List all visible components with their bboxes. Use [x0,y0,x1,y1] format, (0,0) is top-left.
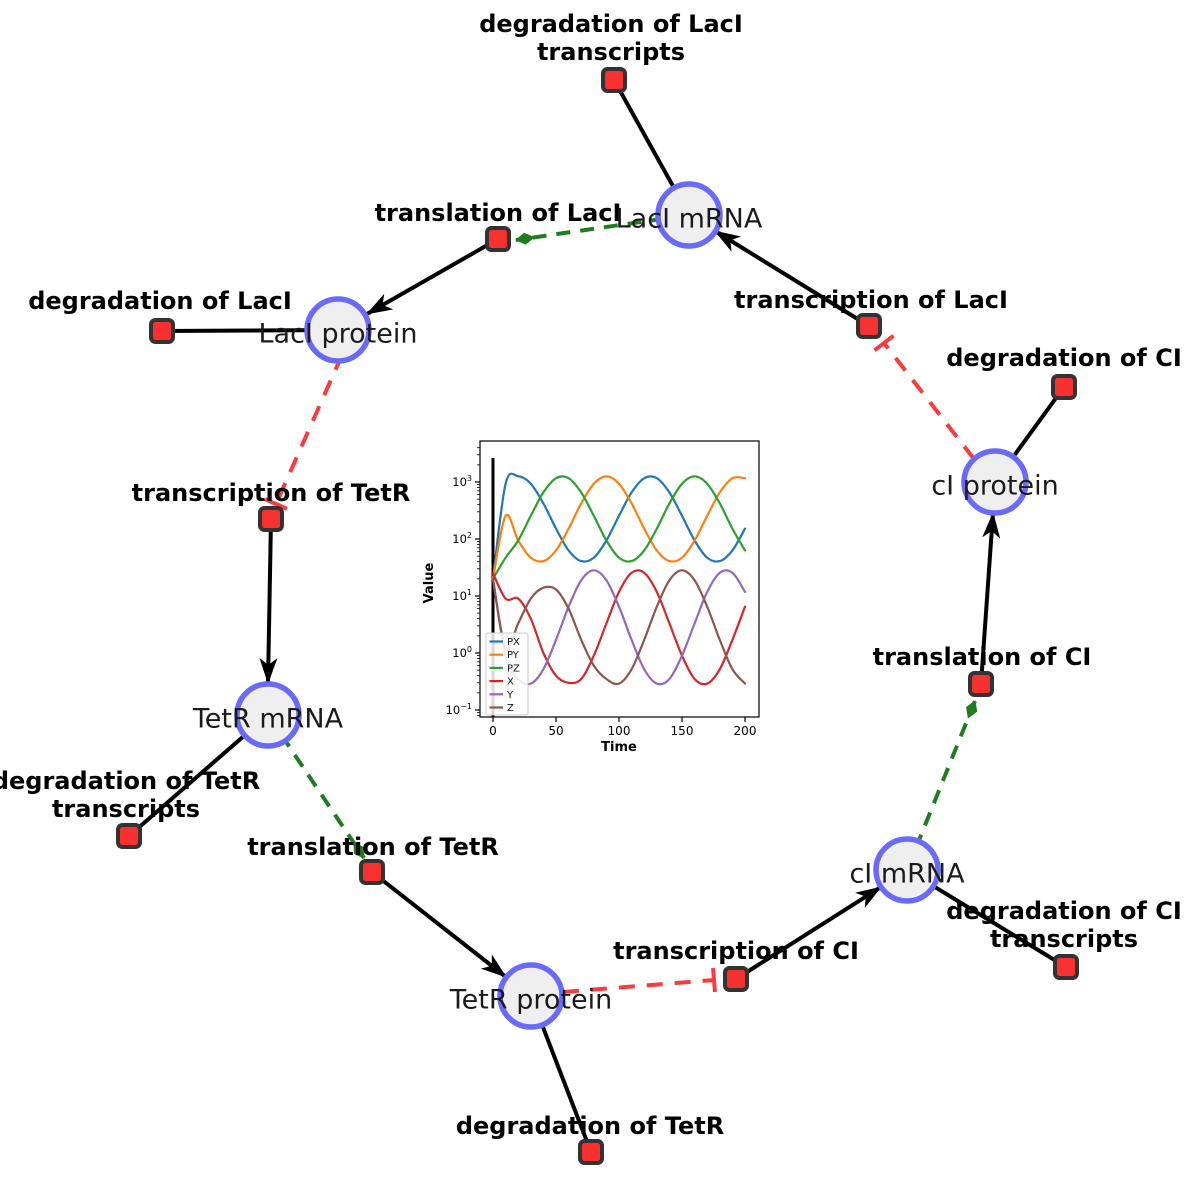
species-label-tetr-protein: TetR protein [449,985,612,1016]
legend-label-PY: PY [507,650,520,661]
species-label-tetr-mrna: TetR mRNA [192,704,344,735]
reaction-label-transcription-tetr: transcription of TetR [132,479,411,507]
reaction-label-translation-ci: translation of CI [873,643,1092,671]
reaction-node-translation-laci [485,226,511,252]
species-label-laci-mrna: LacI mRNA [616,204,763,235]
reaction-node-transcription-ci [723,966,749,992]
reaction-label-degradation-tetr: degradation of TetR [456,1112,724,1140]
reaction-label-translation-laci: translation of LacI [375,199,622,227]
species-label-ci-protein: cI protein [931,471,1058,502]
chart-series-PX [491,472,747,580]
reaction-label-translation-tetr: translation of TetR [247,833,499,861]
edge-translation-ci-to-protein [979,512,1001,685]
reaction-node-translation-tetr [359,859,385,885]
legend-label-Y: Y [506,690,514,701]
chart-x-tick-label: 100 [608,724,631,738]
chart-series-PZ [491,475,747,580]
legend-label-X: X [507,677,514,688]
species-node-tetr-protein [497,962,565,1030]
edge-ci-protein-inhibits-transcription-laci [873,334,976,461]
species-label-ci-mrna: cI mRNA [849,859,965,890]
chart-series-X [491,569,747,686]
species-node-laci-mrna [655,181,723,249]
reaction-node-translation-ci [968,671,994,697]
chart-x-tick-label: 0 [489,724,497,738]
labels-layer: degradation of LacI transcripts translatio… [0,10,1182,1140]
chart-x-tick-label: 50 [548,724,563,738]
reaction-node-degradation-ci-transcripts [1053,954,1079,980]
reaction-node-transcription-tetr [258,506,284,532]
edge-tetr-protein-inhibits-transcription-ci [562,967,717,994]
reaction-node-degradation-laci-transcripts [601,67,627,93]
species-label-laci-protein: LacI protein [259,319,418,350]
chart-xlabel: Time [601,740,637,755]
edge-translation-laci-to-protein [366,237,499,316]
reaction-label-degradation-ci-transcripts: degradation of CI transcripts [946,897,1182,953]
reaction-label-degradation-ci: degradation of CI [946,344,1182,372]
reaction-node-degradation-laci [149,318,175,344]
chart-x-tick-label: 200 [734,724,757,738]
edge-translation-tetr-to-protein [370,870,508,979]
species-node-ci-mrna [873,836,941,904]
reaction-node-degradation-ci [1051,374,1077,400]
reaction-node-degradation-tetr-transcripts [116,823,142,849]
reaction-node-degradation-tetr [578,1139,604,1165]
chart-x-tick-label: 150 [671,724,694,738]
species-node-ci-protein [961,448,1029,516]
chart-y-tick-label: 100 [452,645,472,660]
chart-y-tick-label: 103 [452,474,472,489]
chart-series-Z [491,569,747,686]
reaction-label-transcription-laci: transcription of LacI [734,286,1008,314]
chart-ylabel: Value [422,562,437,603]
reaction-label-degradation-laci: degradation of LacI [28,287,292,315]
reaction-node-transcription-laci [856,313,882,339]
nodes-layer [116,67,1079,1165]
edge-transcription-laci-to-mrna [713,229,871,328]
chart-y-tick-label: 10−1 [446,702,472,717]
species-node-laci-protein [304,296,372,364]
reaction-label-degradation-tetr-transcripts: degradation of TetR transcripts [0,767,260,823]
reaction-label-degradation-laci-transcripts: degradation of LacI transcripts [479,10,743,66]
chart-y-tick-label: 102 [452,531,472,546]
inset-chart: 0 50 100 150 200 10−1 100 101 102 103 Time Value PX P… [422,440,760,755]
legend-label-PZ: PZ [507,663,520,674]
reaction-label-transcription-ci: transcription of CI [613,937,859,965]
edge-transcription-tetr-to-mrna [259,518,278,684]
edge-transcription-ci-to-mrna [734,885,883,981]
legend-label-Z: Z [507,703,514,714]
chart-series-Y [491,569,747,686]
species-node-tetr-mrna [234,681,302,749]
legend-label-PX: PX [507,637,520,648]
chart-y-tick-label: 101 [452,588,472,603]
chart-series-PY [491,475,747,580]
